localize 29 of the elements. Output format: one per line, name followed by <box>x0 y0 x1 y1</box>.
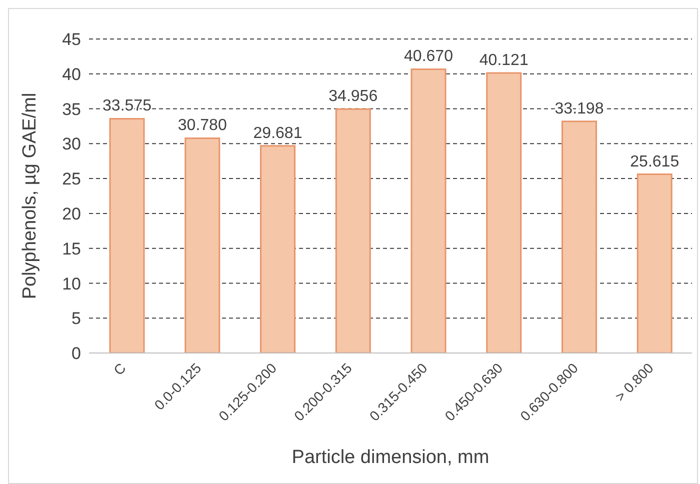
y-tick-label: 20 <box>62 204 81 224</box>
bar <box>410 68 446 353</box>
data-label: 33.198 <box>554 100 604 118</box>
y-tick-label: 10 <box>62 274 81 294</box>
data-label: 25.615 <box>630 153 680 170</box>
bar <box>109 118 145 353</box>
x-axis-title: Particle dimension, mm <box>292 447 490 468</box>
bar <box>335 108 371 353</box>
x-tick-label: C <box>110 360 129 378</box>
y-tick-label: 45 <box>62 30 81 50</box>
bar <box>486 72 522 353</box>
y-tick-label: 15 <box>62 239 81 258</box>
data-label: 34.956 <box>328 88 378 106</box>
data-label: 29.681 <box>253 124 302 142</box>
y-tick-label: 35 <box>62 100 81 119</box>
data-label: 33.575 <box>102 98 152 115</box>
y-tick-label: 0 <box>72 344 81 364</box>
bar <box>636 174 672 353</box>
y-tick-label: 40 <box>62 64 81 84</box>
bar <box>260 145 296 353</box>
bar <box>562 120 597 353</box>
y-tick-label: 25 <box>62 170 81 189</box>
data-label: 30.780 <box>178 117 227 134</box>
y-axis-title: Polyphenols, µg GAE/ml <box>20 92 41 300</box>
data-label: 40.670 <box>404 48 454 66</box>
data-label: 40.121 <box>479 52 528 70</box>
y-tick-label: 5 <box>72 309 81 328</box>
y-tick-label: 30 <box>62 134 81 154</box>
bar <box>184 137 220 353</box>
